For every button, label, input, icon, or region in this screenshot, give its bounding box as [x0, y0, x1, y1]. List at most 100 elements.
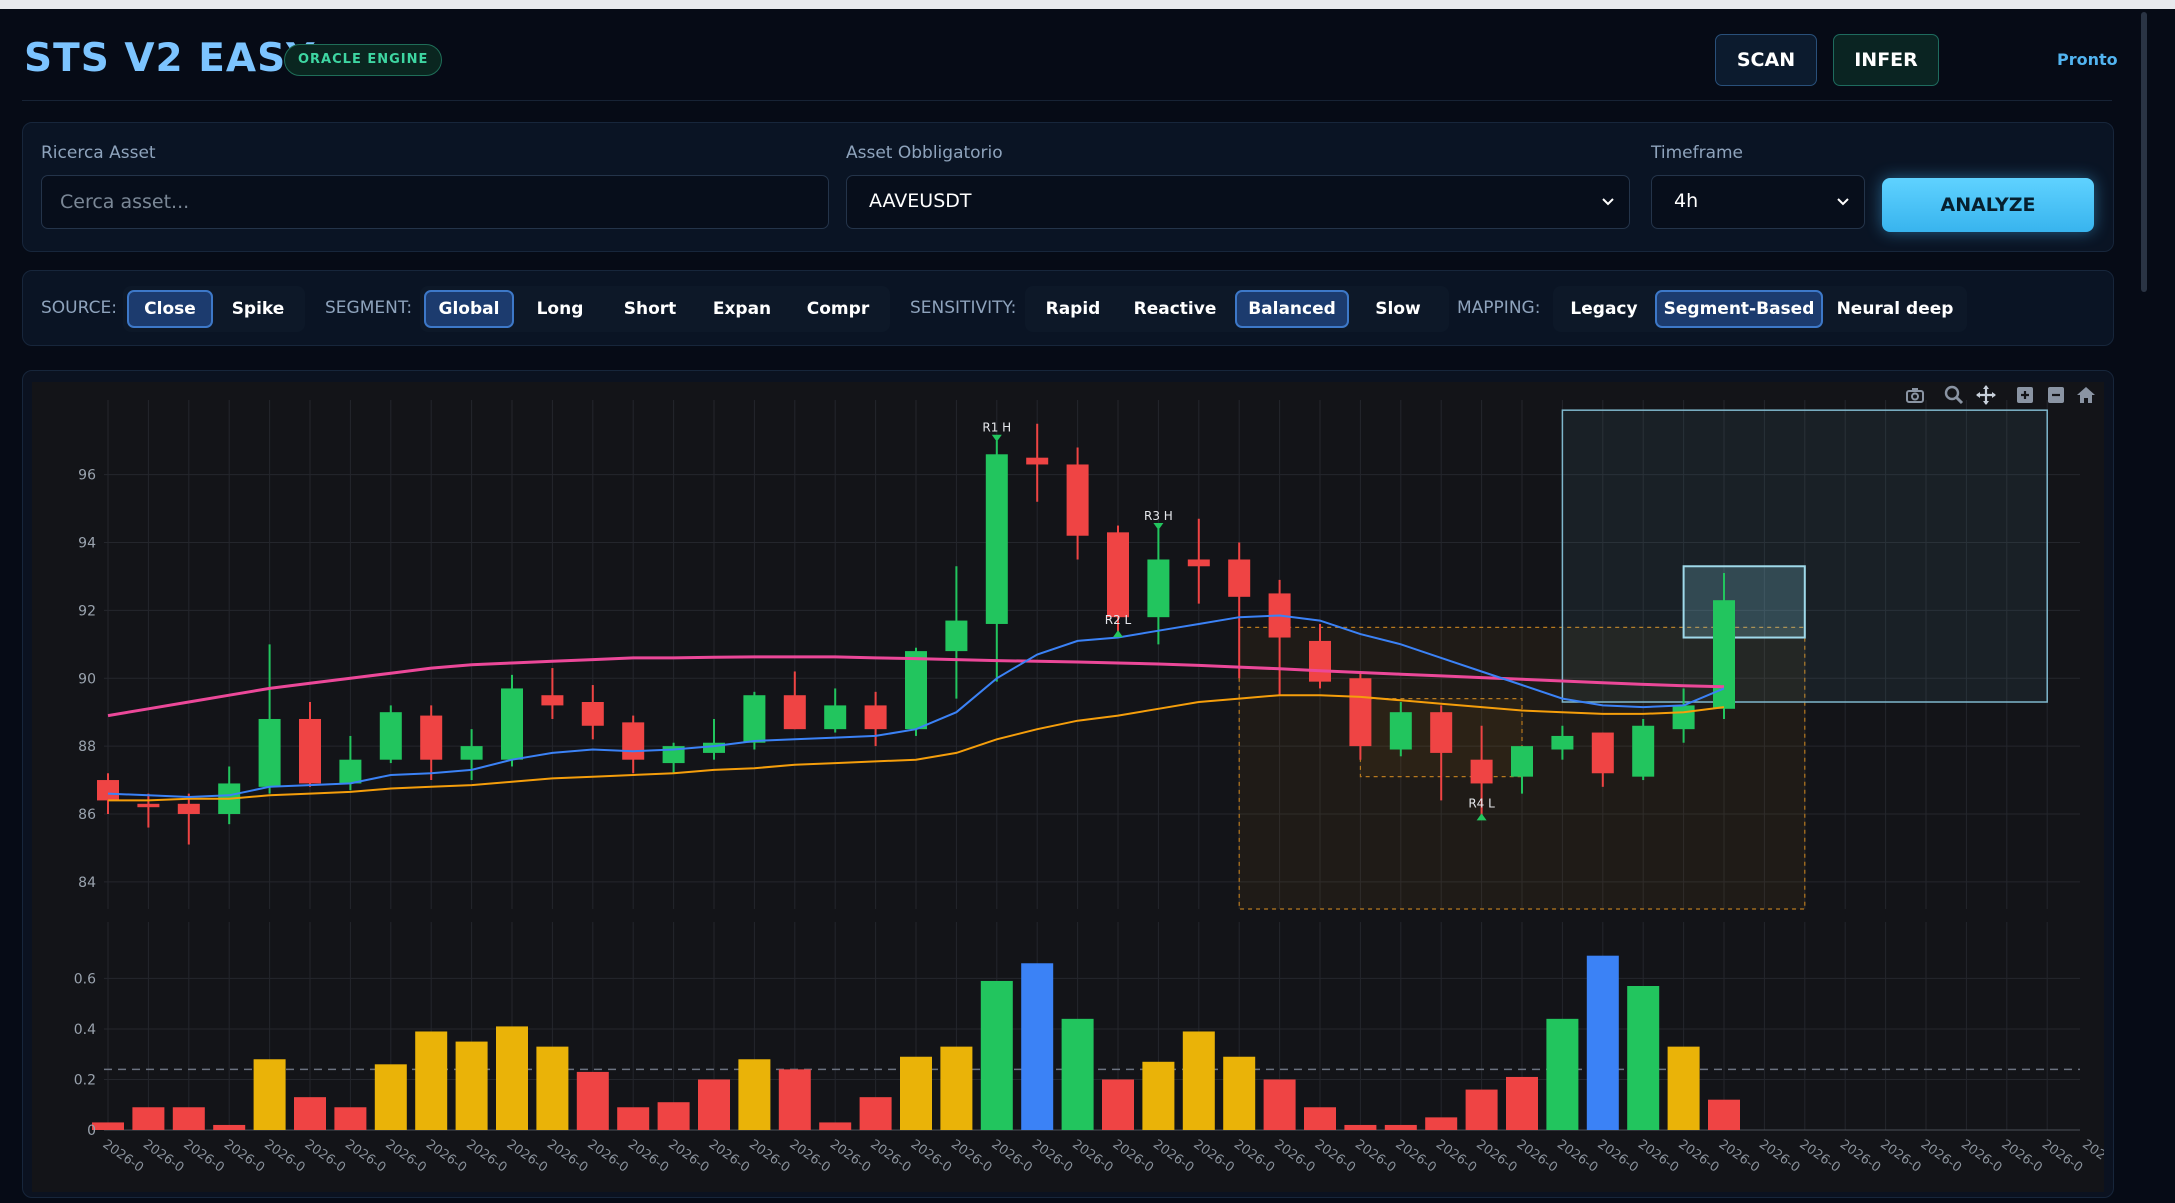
volume-bar	[1506, 1076, 1538, 1130]
engine-badge: ORACLE ENGINE	[284, 44, 443, 76]
volume-bar	[1425, 1117, 1458, 1130]
price-tick-label: 94	[78, 536, 96, 552]
x-tick-label: 2026-0	[1999, 1137, 2045, 1176]
volume-tick-label: 0	[87, 1123, 96, 1139]
source-spike-pill[interactable]: Spike	[231, 299, 285, 319]
candle-body	[1309, 640, 1331, 682]
pivot-markers: R1 H R2 L R3 H R4 L	[982, 421, 1495, 821]
candle-body	[379, 712, 402, 760]
timeframe-select[interactable]: 4h	[1651, 175, 1865, 229]
x-tick-label: 2026-0	[1554, 1137, 1600, 1176]
mapping-segment-based-pill[interactable]: Segment-Based	[1655, 290, 1823, 328]
pivot-label: R4 L	[1468, 796, 1495, 810]
search-input[interactable]	[42, 176, 828, 228]
segment-short-pill[interactable]: Short	[623, 299, 677, 319]
chart-area[interactable]: R1 H R2 L R3 H R4 L 84 86 88 90 92 94 96 0 0.2 0.4 0…	[32, 382, 2126, 1192]
scan-button[interactable]: SCAN	[1715, 34, 1817, 86]
candle-body	[1470, 759, 1493, 784]
x-tick-label: 2026-0	[1110, 1137, 1156, 1176]
status-text: Pronto	[2057, 50, 2118, 69]
segment-expan-pill[interactable]: Expan	[712, 299, 772, 319]
candle-body	[864, 705, 887, 730]
zoom-icon[interactable]	[1943, 384, 1965, 406]
camera-icon[interactable]	[1904, 384, 1926, 406]
mapping-legacy-pill[interactable]: Legacy	[1570, 299, 1638, 319]
page-scrollbar[interactable]	[2141, 12, 2147, 292]
candle-body	[1632, 725, 1655, 777]
x-tick-label: 2026-0	[1312, 1137, 1358, 1176]
x-tick-label: 2026-0	[1514, 1137, 1560, 1176]
candle-body	[339, 759, 362, 784]
mapping-group: Legacy Segment-Based Neural deep	[1553, 286, 1967, 332]
candle-body	[1551, 735, 1574, 750]
x-tick-label: 2026-0	[1958, 1137, 2004, 1176]
candle-body	[1026, 457, 1049, 465]
volume-bar	[859, 1097, 892, 1130]
x-tick-label: 2026-0	[1877, 1137, 1923, 1176]
volume-bar	[1465, 1089, 1498, 1130]
mapping-neural-deep-pill[interactable]: Neural deep	[1836, 299, 1954, 319]
x-tick-label: 2026-0	[1069, 1137, 1115, 1176]
segment-global-pill[interactable]: Global	[424, 290, 514, 328]
asset-select[interactable]: AAVEUSDT	[846, 175, 1630, 229]
volume-bar	[657, 1102, 690, 1130]
mapping-label: MAPPING:	[1457, 298, 1541, 318]
zoom-out-icon[interactable]	[2045, 384, 2067, 406]
pivot-marker	[1153, 522, 1164, 530]
volume-bar	[1304, 1107, 1336, 1130]
candle-body	[1066, 464, 1089, 536]
segment-compr-pill[interactable]: Compr	[806, 299, 870, 319]
sensitivity-reactive-pill[interactable]: Reactive	[1133, 299, 1217, 319]
x-tick-label: 2026-0	[1635, 1137, 1681, 1176]
candle-body	[985, 454, 1008, 624]
x-tick-label: 2026-0	[1837, 1137, 1883, 1176]
candle-body	[1147, 559, 1170, 618]
price-tick-label: 92	[78, 603, 96, 619]
candle-body	[905, 651, 927, 730]
candle-body	[1672, 705, 1695, 730]
infer-button[interactable]: INFER	[1833, 34, 1939, 86]
candle-body	[1430, 712, 1453, 753]
candle-body	[1713, 600, 1735, 709]
x-tick-label: 2026-0	[1918, 1137, 1964, 1176]
x-tick-label: 2026-0	[1231, 1137, 1277, 1176]
x-tick-label: 2026-0	[1352, 1137, 1398, 1176]
ema-fast-line	[107, 614, 1725, 799]
volume-bar	[1021, 963, 1054, 1130]
candle-body	[783, 695, 806, 730]
volume-bar	[738, 1059, 771, 1130]
volume-bar	[294, 1097, 326, 1130]
timeframe-select-value: 4h	[1674, 190, 1699, 212]
zoom-in-icon[interactable]	[2014, 384, 2036, 406]
x-tick-label: 2026-0	[2079, 1137, 2104, 1176]
candle-body	[137, 803, 160, 808]
sensitivity-rapid-pill[interactable]: Rapid	[1045, 299, 1101, 319]
analyze-button[interactable]: ANALYZE	[1882, 178, 2094, 232]
pan-icon[interactable]	[1975, 384, 1997, 406]
sensitivity-balanced-pill[interactable]: Balanced	[1235, 290, 1349, 328]
asset-label: Asset Obbligatorio	[846, 143, 1003, 163]
source-group: Close Spike	[123, 286, 305, 332]
x-tick-label: 2026-0	[989, 1137, 1035, 1176]
volume-tick-label: 0.2	[74, 1072, 96, 1088]
segment-long-pill[interactable]: Long	[536, 299, 584, 319]
candle-body	[177, 803, 200, 814]
volume-bar	[213, 1124, 246, 1130]
price-tick-label: 86	[78, 807, 96, 823]
home-icon[interactable]	[2075, 384, 2097, 406]
x-tick-label: 2026-0	[221, 1137, 267, 1176]
source-close-pill[interactable]: Close	[127, 290, 213, 328]
candle-body	[97, 780, 119, 801]
candle-body	[622, 722, 645, 760]
volume-bar	[1061, 1018, 1094, 1130]
sensitivity-group: Rapid Reactive Balanced Slow	[1025, 286, 1449, 332]
volume-bar	[980, 980, 1013, 1130]
volume-bar	[1586, 955, 1619, 1130]
volume-axis: 0 0.2 0.4 0.6	[74, 971, 96, 1139]
volume-bar	[1102, 1079, 1134, 1130]
sensitivity-slow-pill[interactable]: Slow	[1375, 299, 1421, 319]
x-tick-label: 2026-0	[665, 1137, 711, 1176]
pivot-label: R1 H	[982, 421, 1011, 435]
search-field	[41, 175, 829, 229]
